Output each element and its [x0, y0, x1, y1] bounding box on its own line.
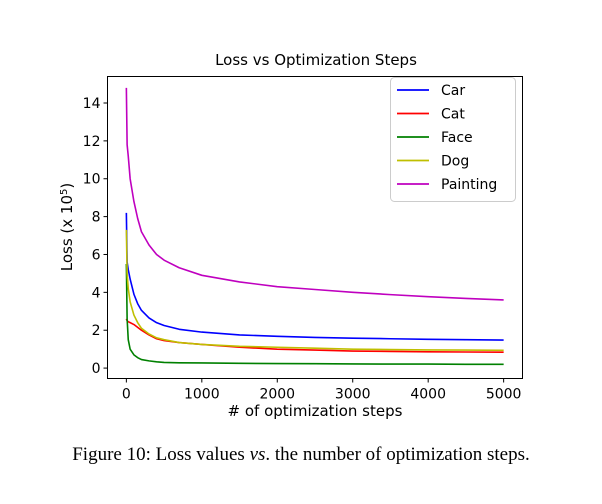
x-tick-label: 5000: [486, 387, 522, 403]
caption-suffix: . the number of optimization steps.: [265, 444, 530, 465]
caption-vs: vs: [249, 444, 266, 465]
series-line-cat: [125, 318, 504, 353]
legend-label-dog: Dog: [441, 154, 469, 170]
series-line-dog: [125, 229, 504, 352]
x-tick-label: 0: [122, 387, 131, 403]
x-tick-label: 4000: [410, 387, 446, 403]
plot-area: [107, 76, 523, 379]
y-tick-label: 6: [92, 247, 101, 263]
chart-title: Loss vs Optimization Steps: [215, 51, 417, 69]
y-axis-label-prefix: Loss (x 10: [58, 195, 76, 271]
axes: 0 1000 2000 3000 4000 5000 0 2 4 6 8 10 12 14: [83, 96, 522, 402]
series-line-painting: [125, 87, 504, 301]
y-tick-label: 8: [92, 210, 101, 226]
y-axis-label: Loss (x 105): [58, 183, 76, 272]
legend-box: [390, 77, 516, 202]
y-tick-label: 4: [92, 285, 101, 301]
legend: Car Cat Face Dog Painting: [390, 77, 516, 202]
y-tick-label: 2: [92, 323, 101, 339]
y-tick-label: 0: [92, 361, 101, 377]
legend-label-cat: Cat: [441, 107, 465, 123]
y-tick-label: 12: [83, 134, 101, 150]
y-tick-label: 10: [83, 172, 101, 188]
series-lines: [125, 87, 504, 366]
legend-items: Car Cat Face Dog Painting: [397, 83, 497, 193]
y-axis-label-suffix: ): [58, 183, 76, 189]
legend-label-car: Car: [441, 83, 465, 99]
series-line-car: [125, 212, 504, 341]
legend-label-painting: Painting: [441, 177, 497, 193]
x-tick-label: 2000: [259, 387, 295, 403]
y-axis-label-exponent: 5: [59, 189, 70, 195]
y-tick-label: 14: [83, 96, 101, 112]
figure-caption: Figure 10: Loss values vs. the number of…: [0, 444, 602, 466]
legend-label-face: Face: [441, 130, 473, 146]
loss-chart: Loss vs Optimization Steps 0 1000 2000 3000…: [58, 51, 523, 420]
x-axis-label: # of optimization steps: [228, 402, 403, 420]
caption-prefix: Figure 10: Loss values: [72, 444, 250, 465]
series-line-face: [125, 263, 504, 366]
x-tick-label: 3000: [335, 387, 371, 403]
x-tick-label: 1000: [184, 387, 220, 403]
